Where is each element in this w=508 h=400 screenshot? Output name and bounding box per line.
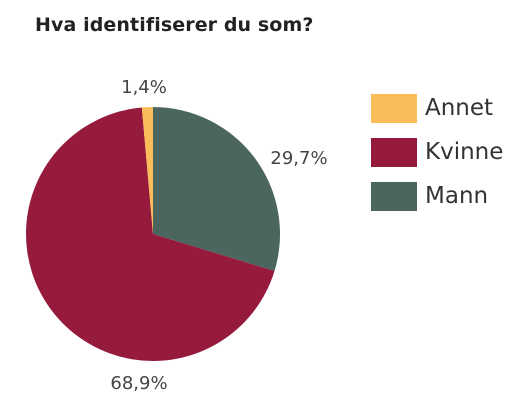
legend-label-mann: Mann (425, 183, 489, 209)
slice-label-annet: 1,4% (121, 77, 167, 98)
pie-slice-labels: 1,4% 68,9% 29,7% (110, 77, 327, 394)
pie-slice-mann (153, 107, 280, 271)
legend-swatch-annet (371, 93, 417, 123)
legend-label-kvinne: Kvinne (425, 139, 504, 165)
chart-title: Hva identifiserer du som? (35, 14, 314, 36)
legend-swatch-mann (371, 181, 417, 211)
pie-slice-annet (141, 107, 153, 234)
slice-label-kvinne: 68,9% (110, 373, 167, 394)
legend-item-kvinne: Kvinne (371, 130, 503, 174)
slice-label-mann: 29,7% (270, 148, 327, 169)
legend-item-annet: Annet (371, 86, 503, 130)
legend-item-mann: Mann (371, 174, 503, 218)
pie-slice-kvinne (25, 107, 275, 361)
legend: Annet Kvinne Mann (371, 86, 503, 218)
pie-slices (25, 107, 280, 361)
legend-swatch-kvinne (371, 137, 417, 167)
legend-label-annet: Annet (425, 95, 494, 121)
